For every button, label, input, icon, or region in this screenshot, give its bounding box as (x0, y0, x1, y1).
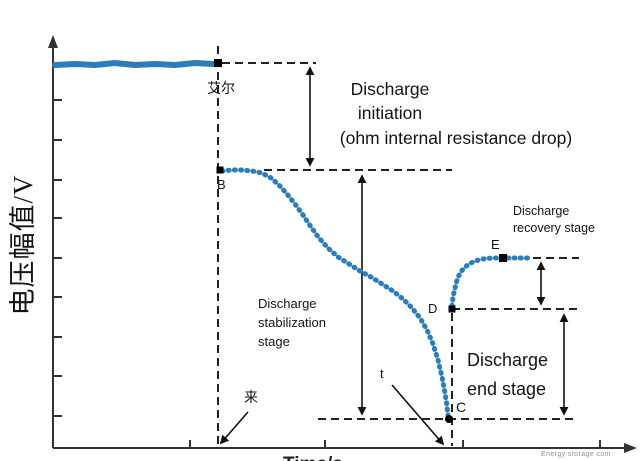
y-axis-label: 电压幅值/V (8, 174, 39, 316)
time-t-label: t (380, 366, 384, 381)
point-e-label: E (491, 237, 500, 252)
stage-recovery-label: Discharge recovery stage (513, 203, 595, 237)
key-point-markers (214, 59, 507, 423)
key-point-a (214, 59, 222, 67)
origin-marker-label: 来 (244, 389, 258, 405)
recovery-curve (449, 255, 534, 309)
stage-stabilization-label: Discharge stabilization stage (258, 294, 326, 351)
stage-initiation-label-line1: Discharge (350, 79, 430, 99)
x-axis-arrowhead (624, 443, 637, 453)
main-discharge-curve (219, 167, 451, 419)
dashed-guides (217, 46, 582, 446)
y-axis-arrowhead (48, 35, 58, 48)
arrow-origin-pointer (219, 411, 249, 445)
stage-initiation-label-line2: initiation (357, 103, 423, 123)
axis-ticks (53, 99, 601, 448)
arrow-time-pointer (391, 384, 445, 446)
key-point-e (499, 254, 507, 262)
key-point-b (216, 166, 224, 174)
key-point-c (445, 415, 453, 423)
stage-end-line2: end stage (467, 379, 547, 399)
stage-end-line1: Discharge (467, 350, 549, 370)
stage-recovery-line1: Discharge (513, 204, 570, 218)
x-axis-caption-clipped: Time/s (283, 453, 343, 461)
stage-stabilization-line1: Discharge (258, 296, 317, 311)
point-b-label: B (217, 177, 226, 192)
key-point-d (448, 305, 456, 313)
point-c-label: C (456, 399, 467, 415)
stage-end-label: Discharge end stage (467, 346, 548, 404)
axes (48, 35, 637, 453)
watermark-text: Energy storage com (541, 451, 611, 458)
discharge-curve-series (52, 60, 534, 419)
stage-stabilization-line3: stage (258, 334, 290, 349)
stage-initiation-label-line3: (ohm internal resistance drop) (339, 128, 573, 148)
open-circuit-plateau (52, 60, 217, 68)
stage-stabilization-line2: stabilization (258, 315, 326, 330)
point-d-label: D (428, 301, 438, 316)
measure-arrows (219, 66, 569, 446)
stage-recovery-line2: recovery stage (513, 221, 595, 235)
point-a-label: 艾尔 (207, 80, 235, 96)
